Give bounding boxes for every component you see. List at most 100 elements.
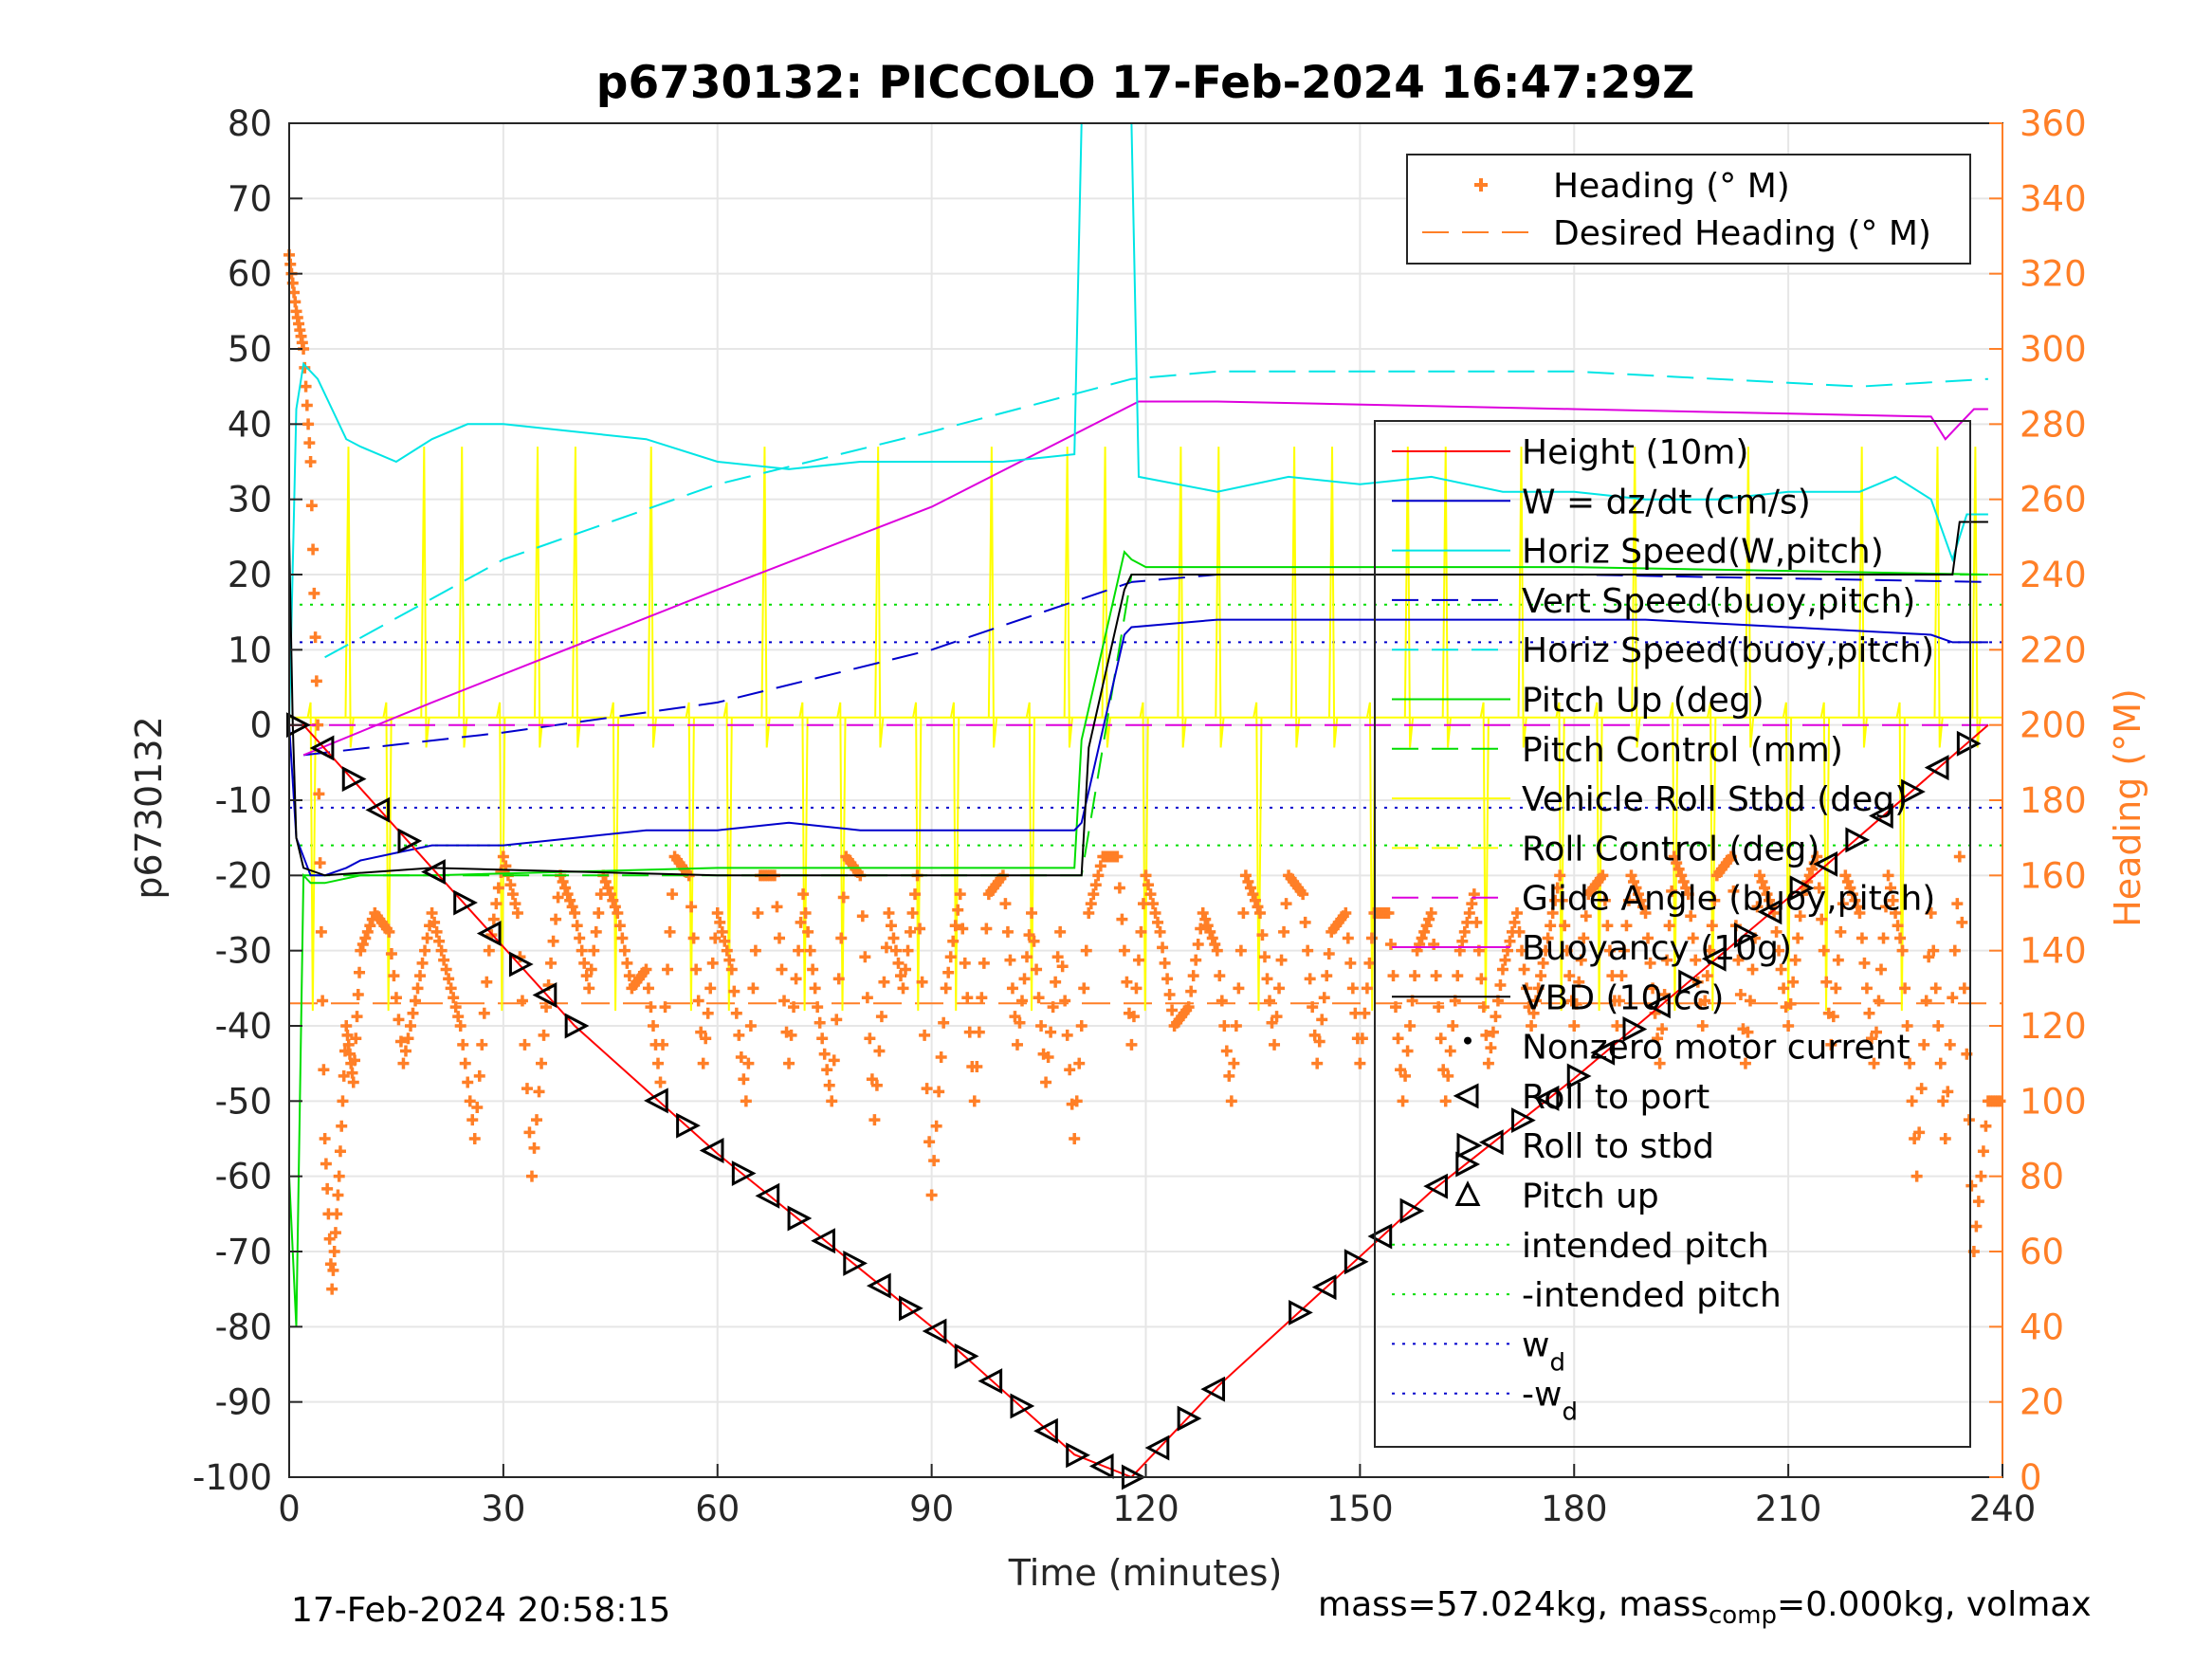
- heading-point: [519, 1038, 531, 1051]
- heading-point: [949, 920, 961, 932]
- heading-point: [421, 932, 433, 944]
- heading-point: [1187, 970, 1199, 982]
- heading-point: [364, 920, 376, 932]
- heading-point: [1647, 982, 1659, 995]
- heading-point: [887, 932, 900, 944]
- heading-point: [831, 1014, 843, 1026]
- legend-label: Roll to stbd: [1522, 1127, 1714, 1166]
- roll-marker: [1144, 1435, 1170, 1461]
- heading-point: [1452, 970, 1464, 982]
- heading-point: [1078, 982, 1090, 995]
- heading-point: [1244, 882, 1256, 894]
- heading-point: [578, 957, 591, 969]
- heading-point: [1387, 970, 1399, 982]
- heading-point: [1340, 907, 1352, 919]
- heading-point: [511, 907, 523, 919]
- heading-point: [859, 951, 871, 963]
- heading-point: [744, 1020, 757, 1032]
- heading-point: [504, 879, 517, 891]
- roll-marker: [1924, 755, 1949, 781]
- x-tick-label: 210: [1755, 1489, 1822, 1529]
- y2-tick-label: 120: [2020, 1006, 2087, 1047]
- heading-point: [1622, 894, 1635, 906]
- roll-spike: [1025, 702, 1036, 1012]
- heading-point: [1428, 939, 1440, 951]
- heading-point: [429, 916, 441, 928]
- heading-point: [1014, 1016, 1026, 1029]
- roll-marker: [1177, 1405, 1202, 1432]
- heading-point: [313, 788, 325, 800]
- heading-point: [302, 418, 315, 430]
- roll-marker: [1901, 778, 1926, 805]
- heading-point: [471, 1101, 484, 1113]
- heading-point: [301, 399, 313, 411]
- y-tick-label: -80: [215, 1307, 272, 1347]
- heading-point: [1673, 863, 1685, 875]
- heading-point: [1085, 898, 1097, 910]
- heading-point: [797, 888, 810, 901]
- heading-point: [1972, 1196, 1984, 1208]
- heading-point: [889, 944, 902, 957]
- heading-point: [856, 910, 868, 923]
- roll-spike: [912, 702, 923, 1012]
- heading-point: [528, 1142, 540, 1154]
- heading-point: [1088, 888, 1100, 901]
- roll-marker: [1311, 1274, 1337, 1301]
- heading-point: [1349, 1007, 1362, 1019]
- heading-point: [954, 888, 966, 901]
- heading-point: [331, 1208, 343, 1220]
- heading-point: [957, 923, 969, 935]
- heading-point: [1835, 925, 1847, 938]
- heading-point: [812, 1001, 824, 1014]
- heading-point: [832, 973, 845, 985]
- heading-point: [1252, 901, 1264, 913]
- x-tick-label: 30: [481, 1489, 525, 1529]
- heading-point: [1094, 860, 1106, 872]
- roll-spike: [609, 702, 620, 1012]
- roll-spike: [1403, 447, 1415, 748]
- heading-point: [1956, 916, 1968, 928]
- footer-mass-suffix: =0.000kg, volmax: [1777, 1585, 2092, 1624]
- heading-point: [1190, 954, 1202, 966]
- heading-point: [440, 963, 452, 976]
- heading-point: [559, 882, 572, 894]
- heading-point: [1554, 869, 1566, 882]
- heading-point: [323, 1233, 336, 1245]
- heading-point: [1530, 995, 1543, 1007]
- roll-marker: [1813, 850, 1838, 877]
- heading-point: [1269, 1038, 1281, 1051]
- heading-point: [326, 1283, 338, 1295]
- heading-point: [1556, 894, 1568, 906]
- heading-point: [1433, 1001, 1445, 1014]
- roll-marker: [1789, 875, 1815, 902]
- heading-point: [1359, 1007, 1371, 1019]
- heading-point: [545, 957, 558, 969]
- heading-point: [1211, 944, 1223, 957]
- heading-point: [719, 935, 731, 947]
- heading-point: [1613, 995, 1625, 1007]
- roll-marker: [1423, 1173, 1448, 1199]
- heading-point: [940, 982, 952, 995]
- heading-point: [1083, 907, 1095, 919]
- legend-sample: [1453, 1083, 1479, 1109]
- y-tick-label: 50: [228, 329, 272, 370]
- heading-point: [1854, 907, 1866, 919]
- roll-marker: [1200, 1376, 1226, 1402]
- heading-point: [1975, 1170, 1987, 1182]
- heading-point: [914, 923, 926, 935]
- heading-point: [337, 1095, 349, 1107]
- roll-spike: [534, 447, 544, 748]
- heading-point: [714, 916, 726, 928]
- heading-point: [1242, 875, 1254, 887]
- heading-point: [1568, 1020, 1581, 1032]
- legend-label: Buoyancy (10g): [1522, 929, 1792, 968]
- heading-point: [1909, 1133, 1921, 1144]
- roll-marker: [1367, 1223, 1393, 1250]
- heading-point: [709, 932, 722, 944]
- heading-point: [383, 925, 395, 938]
- heading-point: [448, 992, 460, 1004]
- heading-point: [1018, 973, 1031, 985]
- heading-point: [457, 1038, 469, 1051]
- vbd-line: [288, 521, 1988, 877]
